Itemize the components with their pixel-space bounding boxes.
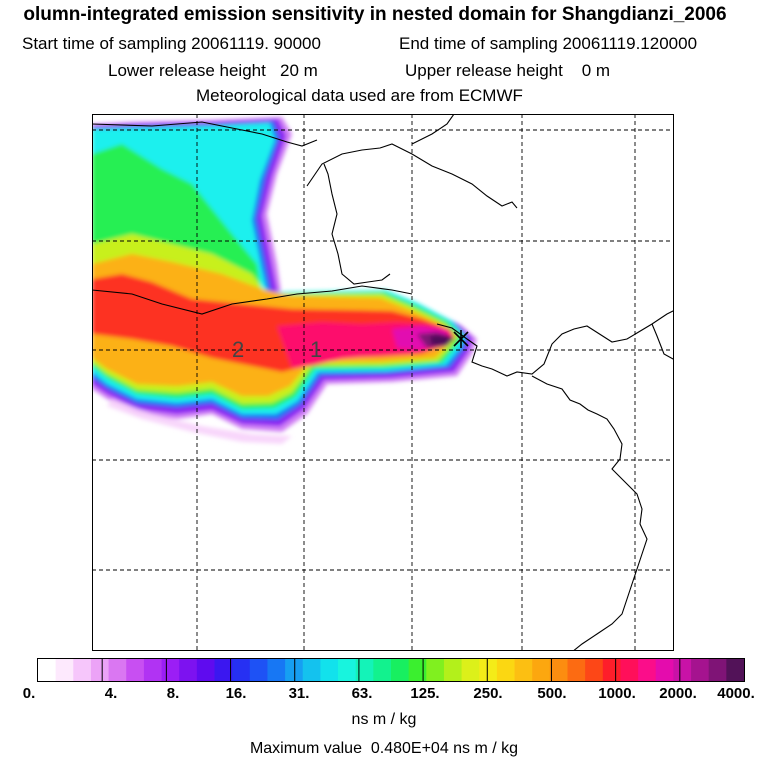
colorbar-tick-label: 2000.	[659, 685, 697, 702]
colorbar-swatch	[391, 659, 410, 681]
colorbar-tick-label: 63.	[351, 685, 373, 702]
map-frame	[92, 114, 674, 651]
colorbar-swatch	[320, 659, 339, 681]
colorbar-swatch	[496, 659, 515, 681]
plot-title: olumn-integrated emission sensitivity in…	[23, 4, 727, 25]
colorbar-tick-label: 1000.	[598, 685, 636, 702]
colorbar-swatch	[38, 659, 57, 681]
maximum-value-label: Maximum value 0.480E+04 ns m / kg	[249, 740, 519, 757]
colorbar-swatch	[143, 659, 162, 681]
colorbar-swatch	[355, 659, 374, 681]
colorbar-swatch	[426, 659, 445, 681]
colorbar-swatch	[602, 659, 621, 681]
upper-release-label: Upper release height 0 m	[405, 61, 611, 80]
colorbar-swatch	[373, 659, 392, 681]
colorbar-tick-label: 31.	[288, 685, 310, 702]
colorbar-swatch	[267, 659, 286, 681]
colorbar-swatch	[479, 659, 498, 681]
colorbar-swatch	[196, 659, 215, 681]
colorbar-swatch	[232, 659, 251, 681]
met-data-label: Meteorological data used are from ECMWF	[196, 86, 523, 105]
plume-field	[92, 117, 477, 444]
colorbar-swatch	[443, 659, 462, 681]
contour-label-1: 1	[310, 337, 322, 362]
colorbar-swatch	[549, 659, 568, 681]
colorbar-tick-label: 125.	[410, 685, 440, 702]
sensitivity-map: 2 1	[92, 114, 674, 651]
colorbar-swatch	[673, 659, 692, 681]
colorbar-swatch	[620, 659, 639, 681]
colorbar-swatch	[514, 659, 533, 681]
start-time-label: Start time of sampling 20061119. 90000	[22, 34, 321, 53]
colorbar-swatch	[691, 659, 710, 681]
colorbar-swatch	[55, 659, 74, 681]
colorbar-swatch	[655, 659, 674, 681]
colorbar-swatch	[214, 659, 233, 681]
colorbar-tick-label: 8.	[166, 685, 180, 702]
colorbar-tick-label: 4000.	[717, 685, 755, 702]
colorbar-unit: ns m / kg	[351, 711, 417, 728]
coastlines	[92, 114, 674, 651]
end-time-label: End time of sampling 20061119.120000	[399, 34, 698, 53]
lat-lon-grid	[92, 114, 674, 651]
station-marker	[453, 330, 469, 348]
colorbar-swatch	[567, 659, 586, 681]
colorbar	[37, 658, 745, 682]
colorbar-swatch	[302, 659, 321, 681]
colorbar-swatch	[161, 659, 180, 681]
lower-release-label: Lower release height 20 m	[108, 61, 318, 80]
colorbar-tick-label: 500.	[537, 685, 567, 702]
colorbar-swatch	[285, 659, 304, 681]
colorbar-swatch	[585, 659, 604, 681]
colorbar-swatch	[338, 659, 357, 681]
colorbar-tick-label: 4.	[104, 685, 118, 702]
colorbar-swatch	[108, 659, 127, 681]
colorbar-swatch	[461, 659, 480, 681]
colorbar-tick-label: 16.	[225, 685, 247, 702]
colorbar-swatch	[708, 659, 727, 681]
colorbar-swatch	[90, 659, 109, 681]
colorbar-tick-label: 250.	[473, 685, 503, 702]
colorbar-swatch	[179, 659, 198, 681]
colorbar-swatch	[726, 659, 745, 681]
colorbar-swatch	[73, 659, 92, 681]
colorbar-swatch	[638, 659, 657, 681]
colorbar-swatch	[408, 659, 427, 681]
colorbar-swatch	[126, 659, 145, 681]
contour-label-2: 2	[232, 337, 244, 362]
colorbar-frame	[37, 658, 745, 682]
colorbar-tick-label: 0.	[22, 685, 36, 702]
colorbar-swatch	[532, 659, 551, 681]
colorbar-swatch	[249, 659, 268, 681]
